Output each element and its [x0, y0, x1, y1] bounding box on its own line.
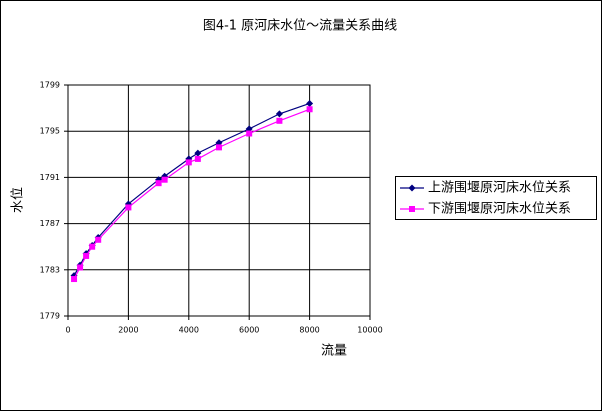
marker	[95, 236, 102, 243]
x-tick-label: 4000	[179, 326, 199, 335]
marker	[89, 243, 96, 250]
x-tick-label: 8000	[299, 326, 319, 335]
y-tick-label: 1795	[40, 127, 60, 136]
y-tick-label: 1791	[40, 173, 60, 182]
marker	[409, 206, 415, 212]
marker	[275, 110, 283, 118]
marker	[125, 204, 132, 211]
y-tick-label: 1783	[40, 265, 60, 274]
marker	[276, 117, 283, 124]
legend-label: 上游围堰原河床水位关系	[428, 181, 571, 196]
x-axis-label: 流量	[321, 344, 347, 359]
legend-box	[395, 176, 597, 220]
marker	[155, 180, 162, 187]
marker	[161, 176, 168, 183]
plot-area	[67, 84, 371, 317]
y-tick-label: 1779	[40, 312, 60, 321]
marker	[194, 155, 201, 162]
marker	[306, 106, 313, 113]
y-axis-label: 水位	[11, 187, 26, 213]
x-tick-label: 6000	[239, 326, 259, 335]
marker	[77, 264, 84, 271]
marker	[246, 130, 253, 137]
x-tick-label: 10000	[357, 326, 382, 335]
marker	[185, 159, 192, 166]
x-tick-label: 2000	[118, 326, 138, 335]
marker	[306, 99, 314, 107]
marker	[71, 276, 78, 283]
legend-label: 下游围堰原河床水位关系	[428, 202, 571, 217]
y-tick-label: 1799	[40, 81, 60, 90]
marker	[194, 149, 202, 157]
x-tick-label: 0	[65, 326, 70, 335]
marker	[216, 144, 222, 151]
chart-title: 图4-1 原河床水位～流量关系曲线	[203, 19, 397, 34]
marker	[408, 184, 416, 192]
y-tick-label: 1787	[40, 219, 60, 228]
marker	[83, 252, 90, 259]
